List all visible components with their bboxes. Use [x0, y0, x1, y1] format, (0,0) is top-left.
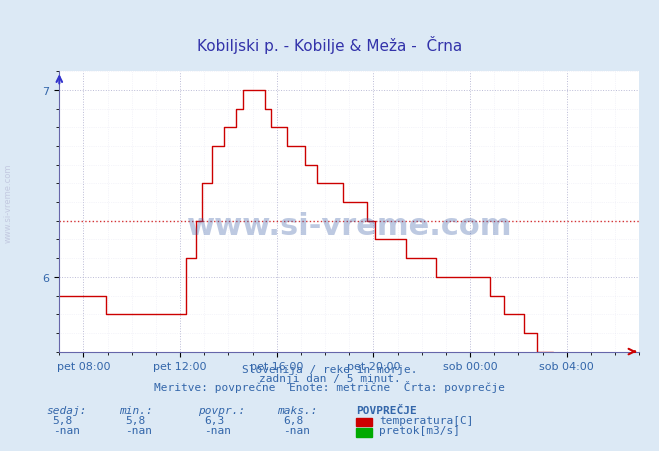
Text: Slovenija / reke in morje.: Slovenija / reke in morje. — [242, 364, 417, 374]
Text: sedaj:: sedaj: — [46, 405, 86, 414]
Text: www.si-vreme.com: www.si-vreme.com — [186, 212, 512, 240]
Text: -nan: -nan — [125, 425, 152, 435]
Text: pretok[m3/s]: pretok[m3/s] — [379, 425, 460, 435]
Text: Meritve: povprečne  Enote: metrične  Črta: povprečje: Meritve: povprečne Enote: metrične Črta:… — [154, 380, 505, 392]
Text: 5,8: 5,8 — [53, 414, 73, 424]
Text: zadnji dan / 5 minut.: zadnji dan / 5 minut. — [258, 373, 401, 383]
Text: min.:: min.: — [119, 405, 152, 414]
Text: temperatura[C]: temperatura[C] — [379, 414, 473, 424]
Text: Kobiljski p. - Kobilje & Meža -  Črna: Kobiljski p. - Kobilje & Meža - Črna — [197, 36, 462, 54]
Text: -nan: -nan — [283, 425, 310, 435]
Text: -nan: -nan — [53, 425, 80, 435]
Text: 6,3: 6,3 — [204, 414, 225, 424]
Text: povpr.:: povpr.: — [198, 405, 245, 414]
Text: POVPREČJE: POVPREČJE — [356, 405, 416, 414]
Text: 6,8: 6,8 — [283, 414, 304, 424]
Text: 5,8: 5,8 — [125, 414, 146, 424]
Text: -nan: -nan — [204, 425, 231, 435]
Text: maks.:: maks.: — [277, 405, 317, 414]
Text: www.si-vreme.com: www.si-vreme.com — [3, 163, 13, 243]
